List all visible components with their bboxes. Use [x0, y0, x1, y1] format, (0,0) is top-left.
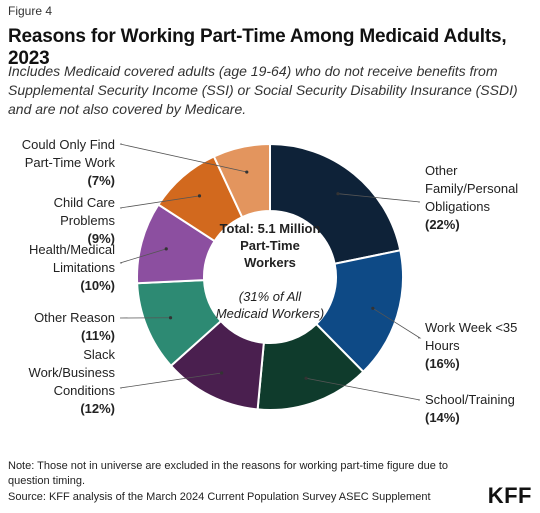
- slice-label: Work Week <35 Hours (16%): [425, 320, 517, 371]
- figure-label: Figure 4: [8, 4, 53, 18]
- chart-title: Reasons for Working Part-Time Among Medi…: [8, 26, 507, 69]
- leader-line: [119, 195, 200, 209]
- leader-dot: [336, 192, 340, 196]
- donut-slice-other-family-personal-obligations: [269, 142, 402, 265]
- chart-subtitle: Includes Medicaid covered adults (age 19…: [8, 63, 518, 117]
- slice-label: Other Family/Personal Obligations (22%): [425, 163, 518, 232]
- center-text-line: Workers: [244, 255, 296, 270]
- slice-label: Child Care Problems (9%): [54, 195, 116, 246]
- center-text-line: Medicaid Workers): [216, 306, 324, 321]
- slice-value-label: (14%): [425, 410, 460, 425]
- slice-value-label: (9%): [88, 231, 115, 246]
- donut-slices: [136, 142, 404, 411]
- slice-value-label: (7%): [88, 173, 115, 188]
- leader-dot: [197, 194, 202, 198]
- slice-value-label: (22%): [425, 217, 460, 232]
- leader-line: [337, 193, 421, 203]
- leader-line: [119, 248, 167, 264]
- leader-dot: [164, 247, 168, 251]
- slice-labels: Other Family/Personal Obligations (22%) Work…: [22, 137, 519, 425]
- leader-dot: [168, 316, 173, 320]
- slice-value-label: (11%): [81, 328, 115, 343]
- slice-label: Other Reason (11%): [34, 310, 115, 343]
- kff-logo: KFF: [487, 483, 532, 508]
- leader-dot: [371, 306, 375, 310]
- donut-chart: Other Family/Personal Obligations (22%) Work…: [22, 137, 519, 425]
- leader-dot: [245, 170, 249, 174]
- slice-value-label: (16%): [425, 356, 460, 371]
- leader-line: [372, 307, 422, 339]
- slice-label: Could Only Find Part-Time Work (7%): [22, 137, 116, 188]
- leader-dot: [304, 376, 308, 380]
- footnote: Note: Those not in universe are excluded…: [8, 460, 449, 487]
- slice-label: School/Training (14%): [425, 392, 515, 425]
- slice-label: Slack Work/Business Conditions (12%): [29, 347, 116, 416]
- slice-value-label: (12%): [80, 401, 115, 416]
- center-text-line: Total: 5.1 Million: [220, 221, 321, 236]
- source-note: Source: KFF analysis of the March 2024 C…: [8, 491, 431, 503]
- leader-line: [119, 143, 247, 173]
- donut-slice-could-only-find-part-time-work: [212, 142, 271, 219]
- center-text-line: Part-Time: [240, 238, 300, 253]
- slice-label: Health/Medical Limitations (10%): [29, 242, 115, 293]
- leader-line: [305, 377, 421, 401]
- leader-line: [119, 372, 222, 389]
- slice-value-label: (10%): [80, 278, 115, 293]
- center-text-line: (31% of All: [239, 289, 302, 304]
- center-text: Total: 5.1 Million Part-Time Workers (31% o…: [216, 221, 324, 321]
- leader-dot: [220, 371, 224, 375]
